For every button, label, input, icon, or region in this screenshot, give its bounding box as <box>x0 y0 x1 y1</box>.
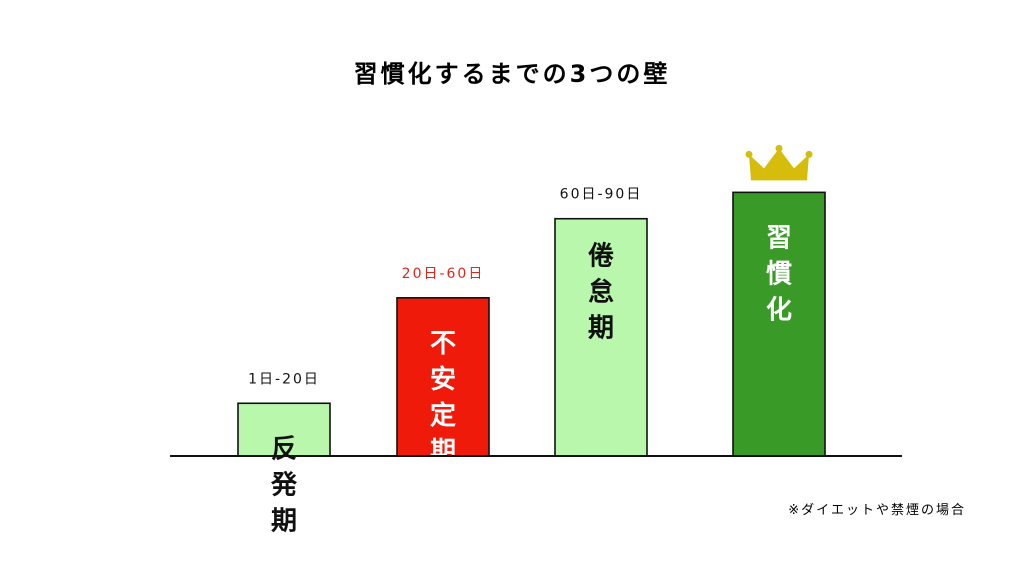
crown-jewel-1 <box>745 150 753 158</box>
crown-jewel-2 <box>775 144 783 152</box>
footnote: ※ダイエットや禁煙の場合 <box>788 503 966 518</box>
bar-4-category-label: 習慣化 <box>766 223 792 325</box>
bar-1 <box>237 402 331 457</box>
bar-2 <box>396 297 490 457</box>
bar-3-range-label: 60日-90日 <box>560 187 643 203</box>
bar-2-category-label: 不安定期 <box>430 329 456 467</box>
bar-1-range-label: 1日-20日 <box>248 371 320 387</box>
bar-2-range-label: 20日-60日 <box>402 266 485 282</box>
bar-1-category-label: 反発期 <box>270 434 298 536</box>
crown-jewel-3 <box>805 150 813 158</box>
crown-icon <box>749 148 809 181</box>
bar-4 <box>732 191 826 457</box>
chart-title: 習慣化するまでの3つの壁 <box>354 60 671 88</box>
bar-3 <box>554 217 648 457</box>
bar-3-category-label: 倦怠期 <box>588 242 614 344</box>
